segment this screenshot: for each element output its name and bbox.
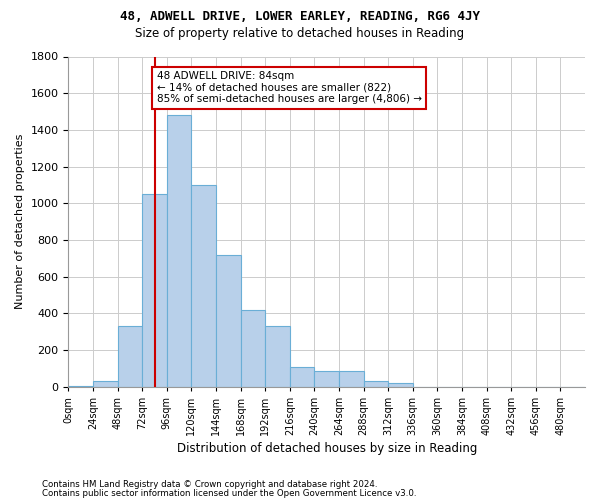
- Text: Size of property relative to detached houses in Reading: Size of property relative to detached ho…: [136, 28, 464, 40]
- Bar: [93, 382, 118, 387]
- Bar: [68, 386, 93, 387]
- Bar: [142, 194, 167, 387]
- Bar: [290, 366, 314, 387]
- Bar: [216, 254, 241, 387]
- Text: Contains public sector information licensed under the Open Government Licence v3: Contains public sector information licen…: [42, 488, 416, 498]
- Bar: [388, 383, 413, 387]
- Bar: [167, 115, 191, 387]
- Bar: [364, 382, 388, 387]
- Bar: [118, 326, 142, 387]
- Y-axis label: Number of detached properties: Number of detached properties: [15, 134, 25, 310]
- X-axis label: Distribution of detached houses by size in Reading: Distribution of detached houses by size …: [176, 442, 477, 455]
- Text: 48 ADWELL DRIVE: 84sqm
← 14% of detached houses are smaller (822)
85% of semi-de: 48 ADWELL DRIVE: 84sqm ← 14% of detached…: [157, 71, 422, 104]
- Bar: [265, 326, 290, 387]
- Bar: [339, 371, 364, 387]
- Bar: [314, 371, 339, 387]
- Text: 48, ADWELL DRIVE, LOWER EARLEY, READING, RG6 4JY: 48, ADWELL DRIVE, LOWER EARLEY, READING,…: [120, 10, 480, 23]
- Bar: [191, 185, 216, 387]
- Bar: [241, 310, 265, 387]
- Text: Contains HM Land Registry data © Crown copyright and database right 2024.: Contains HM Land Registry data © Crown c…: [42, 480, 377, 489]
